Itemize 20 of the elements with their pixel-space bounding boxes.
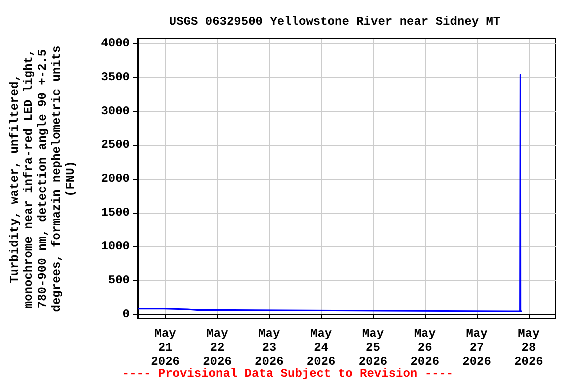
y-tick-label: 4000 xyxy=(101,36,130,51)
x-tick-label: May 22 2026 xyxy=(203,327,232,369)
y-tick-label: 0 xyxy=(122,307,130,322)
y-tick-label: 1000 xyxy=(101,240,130,254)
x-tick-label: May 26 2026 xyxy=(410,327,440,369)
chart-title: USGS 06329500 Yellowstone River near Sidney MT xyxy=(169,15,501,29)
x-tick-label: May 23 2026 xyxy=(254,327,284,369)
y-tick-label: 1500 xyxy=(101,206,130,220)
x-tick-label: May 24 2026 xyxy=(306,327,336,369)
y-tick-label: 500 xyxy=(108,273,130,288)
y-tick-label: 3000 xyxy=(101,104,130,118)
y-tick-label: 2500 xyxy=(101,138,130,152)
x-tick-label: May 25 2026 xyxy=(358,327,388,369)
x-tick-label: May 27 2026 xyxy=(462,327,492,369)
y-tick-label: 3500 xyxy=(101,70,130,85)
x-tick-label: May 21 2026 xyxy=(151,327,180,369)
text: ---- Provisional Data Subject to Revision ---- xyxy=(122,367,454,381)
y-axis-title: Turbidity, water, unfiltered, monochrome near infra-red LED light, 780-900 nm, detection angle 90 +-2.5 degrees, formazin nephelometric units (FNU) xyxy=(8,46,78,312)
y-tick-label: 2000 xyxy=(101,172,130,186)
x-tick-label: May 28 2026 xyxy=(514,327,544,369)
